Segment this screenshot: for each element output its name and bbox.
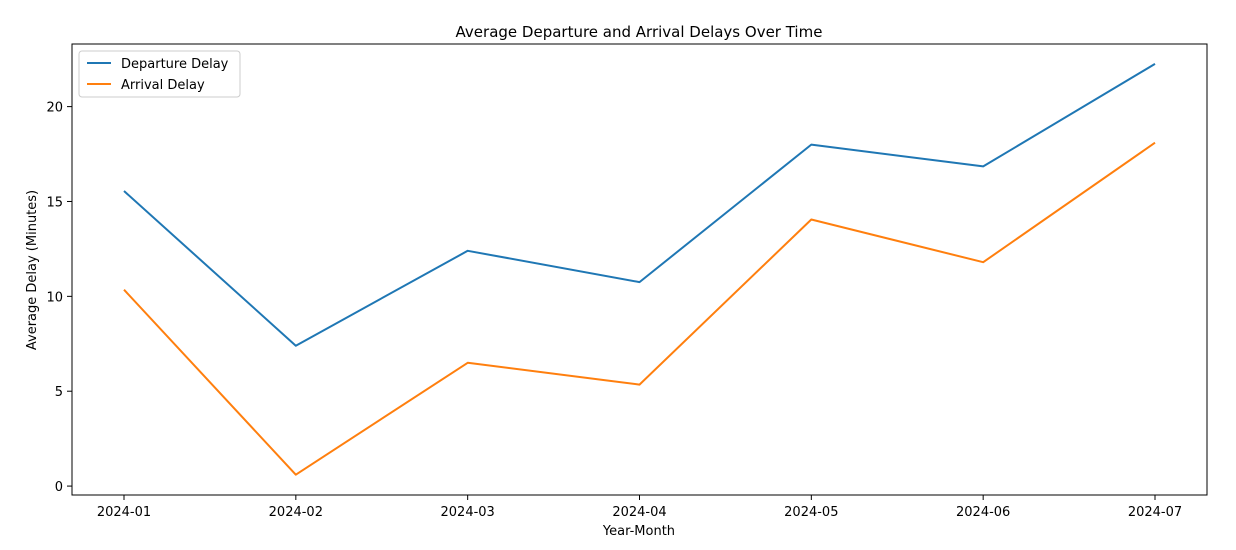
y-tick-label: 20 [46,101,63,116]
x-axis-label: Year-Month [602,524,675,539]
series-line-arrival-delay [123,141,1156,476]
x-tick-label: 2024-01 [97,505,151,520]
x-tick-label: 2024-07 [1128,505,1182,520]
legend-label: Departure Delay [121,57,229,72]
chart-title: Average Departure and Arrival Delays Ove… [456,23,823,41]
x-tick-label: 2024-02 [269,505,323,520]
x-axis: 2024-01 2024-02 2024-03 2024-04 2024-05 2024-… [97,495,1182,520]
y-axis-label: Average Delay (Minutes) [25,190,40,350]
x-tick-label: 2024-05 [784,505,838,520]
series-lines [123,63,1156,476]
series-line-departure-delay [123,63,1156,347]
plot-area [71,43,1208,496]
y-tick-label: 5 [55,385,63,400]
y-tick-label: 15 [46,195,63,210]
x-tick-label: 2024-03 [441,505,495,520]
y-tick-label: 10 [46,290,63,305]
y-tick-label: 0 [55,480,63,495]
x-tick-label: 2024-06 [956,505,1010,520]
y-axis: 0 5 10 15 20 [46,101,72,495]
legend-box [78,50,241,98]
legend-label: Arrival Delay [121,78,205,93]
x-tick-label: 2024-04 [612,505,666,520]
legend: Departure Delay Arrival Delay [78,50,241,98]
